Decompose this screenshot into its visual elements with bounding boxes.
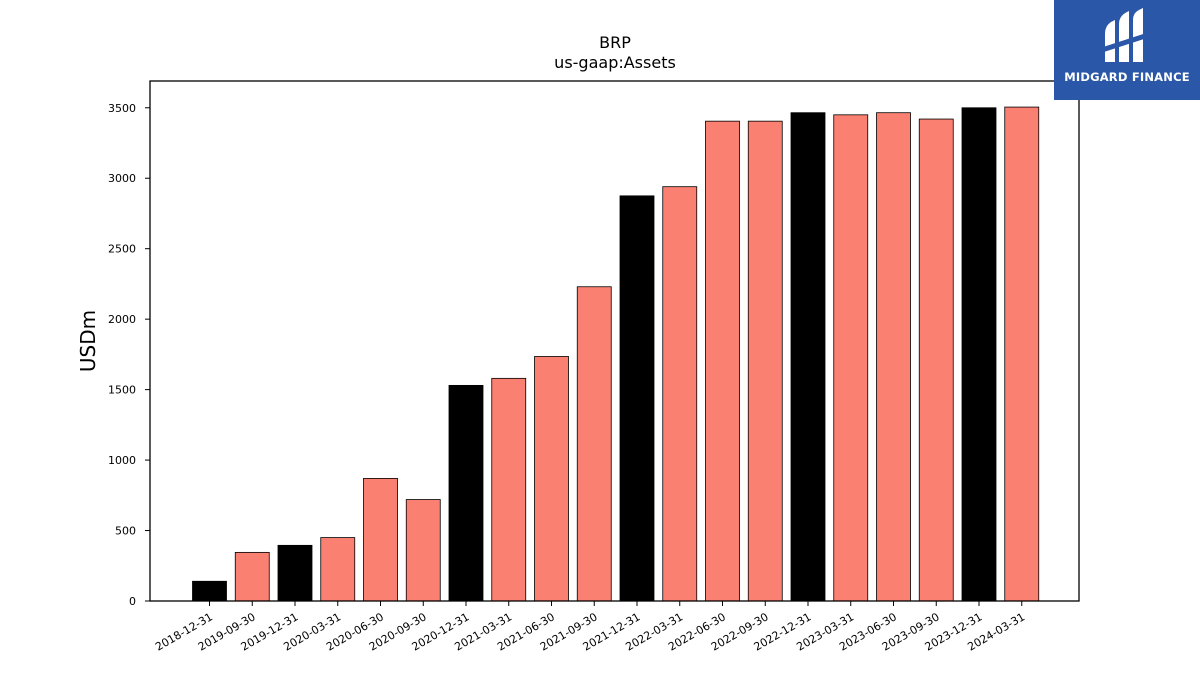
y-tick-label: 0 [129, 595, 136, 608]
bar-2023-12-31 [961, 107, 997, 602]
x-axis-ticks: 2018-12-312019-09-302019-12-312020-03-31… [153, 601, 1027, 654]
y-axis-label: USDm [76, 310, 100, 372]
bar-2023-09-30 [918, 118, 954, 602]
bar-2018-12-31 [192, 580, 227, 602]
bar-2019-12-31 [277, 544, 313, 602]
bar-2022-09-30 [747, 120, 783, 602]
bar-2019-09-30 [234, 551, 270, 602]
chart-title: BRP [599, 33, 631, 52]
y-axis-ticks: 0 500 1000 1500 2000 2500 3000 3500 [108, 102, 150, 608]
bar-2023-06-30 [876, 112, 911, 602]
bar-2021-12-31 [619, 195, 655, 602]
bar-2020-12-31 [448, 384, 484, 602]
logo-text: MIDGARD FINANCE [1064, 70, 1190, 84]
midgard-finance-logo: MIDGARD FINANCE [1054, 0, 1200, 100]
y-tick-label: 1500 [108, 384, 136, 397]
bar-2021-03-31 [491, 377, 527, 602]
bar-2021-06-30 [534, 356, 569, 602]
bar-2022-12-31 [790, 112, 826, 602]
y-tick-label: 1000 [108, 454, 136, 467]
y-tick-label: 3000 [108, 172, 136, 185]
bar-2020-03-31 [320, 537, 356, 602]
bars-group [192, 106, 1040, 602]
bar-2022-06-30 [705, 120, 740, 602]
bar-2020-09-30 [405, 499, 441, 602]
bar-2020-06-30 [363, 477, 398, 602]
bar-2021-09-30 [576, 286, 612, 602]
bar-2023-03-31 [833, 114, 869, 602]
y-tick-label: 2000 [108, 313, 136, 326]
y-tick-label: 2500 [108, 243, 136, 256]
plot-frame [149, 80, 1080, 602]
bar-2022-03-31 [662, 186, 698, 602]
y-tick-label: 500 [115, 525, 136, 538]
chart-subtitle: us-gaap:Assets [554, 53, 676, 72]
bar-2024-03-31 [1004, 106, 1040, 602]
midgard-logo-icon [1101, 8, 1149, 62]
y-tick-label: 3500 [108, 102, 136, 115]
